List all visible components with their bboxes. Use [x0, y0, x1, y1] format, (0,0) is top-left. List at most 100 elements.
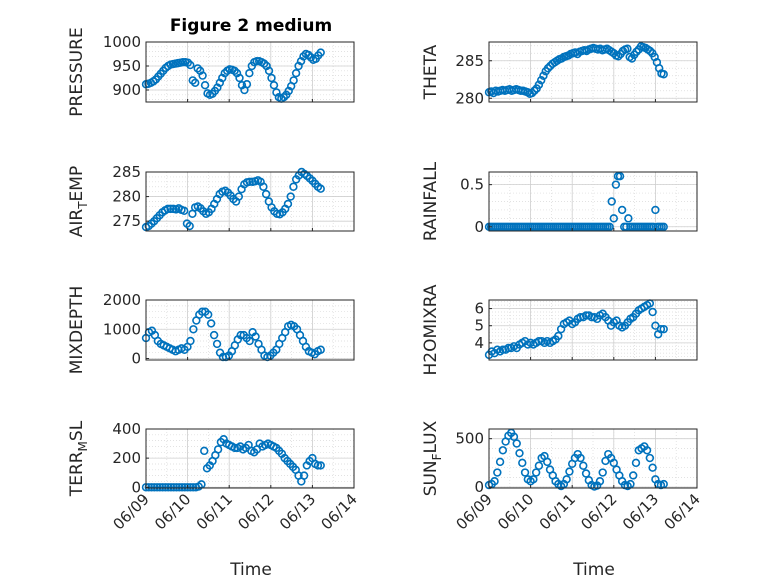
data-point [614, 52, 623, 61]
data-point [163, 204, 173, 214]
data-point [180, 483, 190, 492]
data-point [527, 88, 537, 98]
data-point [198, 71, 207, 80]
data-point [188, 483, 198, 492]
panel-pressure: 900 950 1000 PRESSURE [67, 27, 355, 117]
data-point [230, 443, 239, 453]
panel-theta: 280 285 THETA [421, 41, 698, 107]
y-tick-label: 0 [131, 478, 141, 496]
y-axis-label: AIRTEMP [67, 166, 90, 237]
data-point [269, 80, 279, 90]
axes-box [145, 171, 355, 232]
data-point [200, 80, 210, 90]
data-point [632, 47, 641, 56]
data-point [498, 345, 508, 354]
data-point [261, 189, 271, 199]
x-axis-label-left: Time [229, 560, 272, 580]
data-point [193, 64, 202, 73]
data-point [152, 483, 162, 492]
data-point [543, 64, 553, 73]
x-tick-label: 06/09 [453, 490, 496, 533]
data-point [530, 86, 539, 95]
data-point [242, 80, 252, 89]
data-point [529, 475, 538, 484]
data-point [493, 468, 502, 477]
data-point [531, 468, 541, 477]
data-point [611, 180, 621, 189]
data-point [617, 205, 627, 215]
data-point [576, 312, 585, 322]
data-point [579, 461, 588, 470]
y-tick-label: 6 [474, 300, 484, 318]
data-point [175, 483, 184, 492]
y-tick-label: 200 [112, 449, 141, 467]
data-point [177, 483, 187, 492]
y-axis-label: RAINFALL [421, 161, 441, 241]
x-tick-label: 06/10 [151, 490, 194, 533]
y-tick-label: 0 [131, 350, 141, 368]
data-point [213, 445, 223, 454]
data-point [609, 214, 618, 223]
panel-h2omixra: 456 H2OMIXRA [421, 284, 698, 376]
data-point [150, 483, 159, 492]
data-point [316, 461, 325, 470]
panel-air-temp: 275 280 285 AIRTEMP [67, 163, 355, 237]
data-point [289, 182, 298, 191]
y-axis-label: MIXDEPTH [67, 286, 87, 375]
data-point [495, 457, 505, 467]
data-point [186, 60, 195, 70]
data-point [659, 324, 668, 334]
y-tick-label: 285 [455, 52, 484, 70]
y-tick-label: 1000 [103, 320, 141, 338]
data-point [230, 66, 239, 76]
data-point [607, 197, 616, 206]
data-point [659, 70, 668, 79]
data-point [316, 48, 325, 57]
data-point [289, 76, 298, 85]
x-tick-label: 06/14 [318, 490, 361, 533]
data-point [624, 214, 633, 223]
data-point [534, 461, 544, 470]
data-point [615, 172, 625, 181]
data-point [234, 192, 244, 201]
x-tick-label: 06/11 [536, 490, 579, 533]
panel-rainfall: 0 0.5 RAINFALL [421, 161, 698, 241]
data-point [539, 71, 548, 80]
data-point [598, 468, 607, 477]
data-point [200, 446, 209, 456]
data-point [651, 205, 660, 215]
y-axis-label: TERRMSL [67, 420, 90, 497]
data-point [512, 439, 521, 448]
y-tick-label: 280 [455, 89, 484, 107]
data-point [206, 319, 216, 328]
data-point [587, 312, 596, 322]
data-point [259, 182, 268, 191]
y-axis-label: THETA [421, 44, 441, 100]
data-point [581, 311, 591, 320]
data-point [191, 78, 200, 88]
data-point [299, 471, 309, 480]
x-tick-label: 06/10 [494, 490, 537, 533]
data-point [166, 204, 175, 214]
data-point [645, 46, 655, 56]
data-point [504, 343, 513, 353]
data-point [264, 66, 274, 76]
y-tick-label: 280 [112, 188, 141, 206]
y-axis-label: PRESSURE [67, 27, 87, 116]
data-point [562, 475, 571, 484]
y-tick-label: 5 [474, 317, 484, 335]
data-point [245, 68, 254, 78]
data-point [306, 53, 316, 62]
data-point [158, 483, 167, 492]
x-tick-label: 06/13 [619, 490, 662, 533]
data-point [534, 336, 544, 346]
data-point [313, 461, 323, 470]
plot-area [489, 172, 697, 231]
y-tick-label: 0 [474, 218, 484, 236]
data-point [565, 467, 574, 476]
data-point [648, 463, 657, 472]
data-point [183, 483, 192, 492]
plot-area [489, 429, 697, 488]
